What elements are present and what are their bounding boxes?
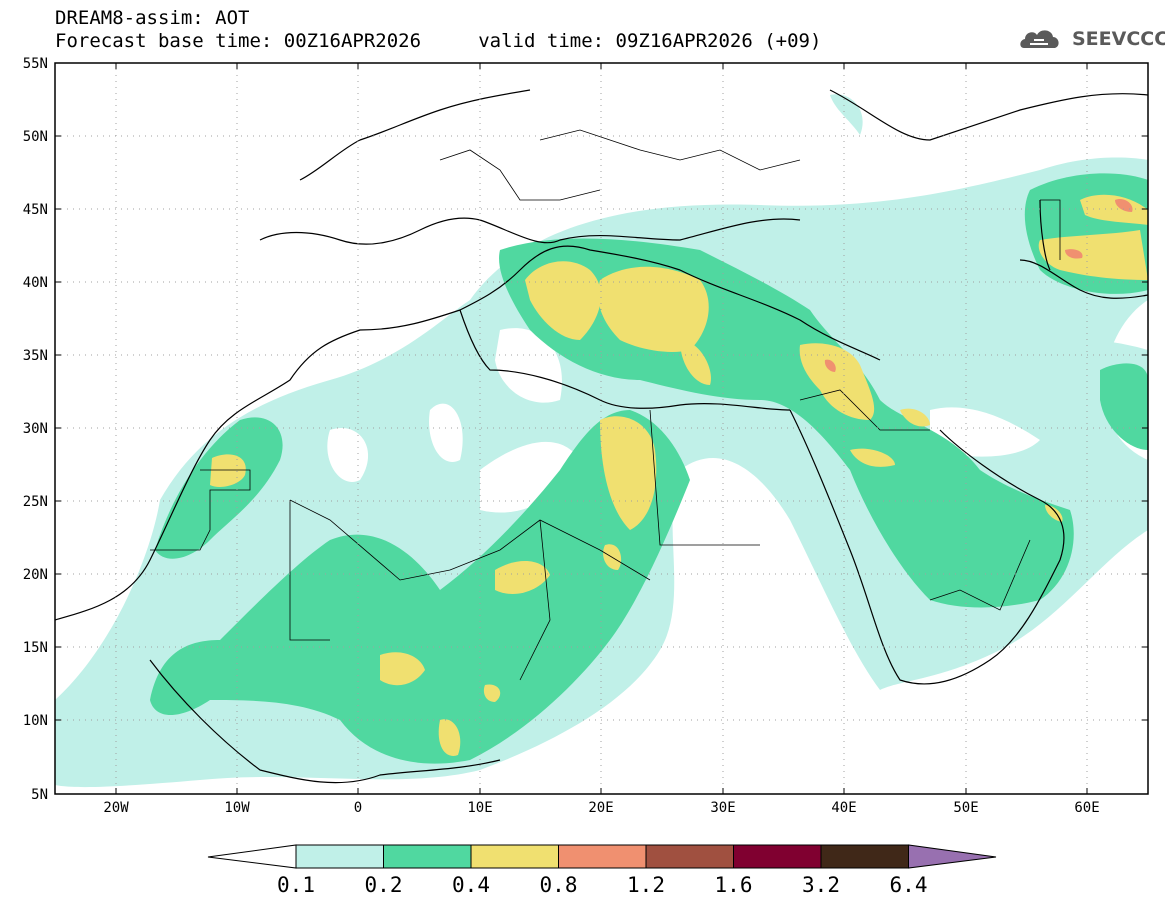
colorbar: 0.1 0.2 0.4 0.8 1.2 1.6 3.2 6.4 <box>207 844 997 897</box>
logo-text: SEEVCCC <box>1072 28 1165 50</box>
lon-label-10e: 10E <box>467 800 492 816</box>
lon-label-0: 0 <box>354 800 362 816</box>
colorbar-swatch-4 <box>558 844 647 869</box>
lat-label-20n: 20N <box>23 567 48 583</box>
colorbar-label-0.2: 0.2 <box>365 873 403 897</box>
colorbar-label-6.4: 6.4 <box>890 873 928 897</box>
aot-fields <box>55 94 1148 788</box>
colorbar-swatch-7 <box>820 844 909 869</box>
grid <box>55 63 1148 794</box>
lon-label-20e: 20E <box>588 800 613 816</box>
lon-label-40e: 40E <box>831 800 856 816</box>
longitude-labels: 20W 10W 0 10E 20E 30E 40E 50E 60E <box>103 800 1099 816</box>
lat-label-50n: 50N <box>23 129 48 145</box>
colorbar-label-0.4: 0.4 <box>452 873 490 897</box>
lat-label-15n: 15N <box>23 640 48 656</box>
coastlines <box>55 89 1148 784</box>
colorbar-swatch-5 <box>645 844 734 869</box>
aot-level-0.8 <box>824 199 1133 372</box>
colorbar-label-1.2: 1.2 <box>627 873 665 897</box>
lon-label-30e: 30E <box>710 800 735 816</box>
lat-label-45n: 45N <box>23 202 48 218</box>
lat-label-35n: 35N <box>23 348 48 364</box>
ticks <box>55 62 1148 794</box>
lat-label-5n: 5N <box>31 787 48 803</box>
lon-label-10w: 10W <box>224 800 250 816</box>
colorbar-label-0.1: 0.1 <box>277 873 315 897</box>
lat-label-55n: 55N <box>23 56 48 72</box>
colorbar-swatch-above <box>908 844 997 869</box>
colorbar-swatch-6 <box>733 844 822 869</box>
colorbar-label-1.6: 1.6 <box>715 873 753 897</box>
aot-level-0.4 <box>210 194 1148 756</box>
borders <box>150 129 1061 681</box>
lat-label-40n: 40N <box>23 275 48 291</box>
chart-title: DREAM8-assim: AOT <box>55 7 250 29</box>
colorbar-label-3.2: 3.2 <box>802 873 840 897</box>
lat-label-10n: 10N <box>23 713 48 729</box>
lon-label-50e: 50E <box>953 800 978 816</box>
aot-clear-areas <box>327 328 1040 533</box>
colorbar-swatch-3 <box>470 844 559 869</box>
chart-subtitle: Forecast base time: 00Z16APR2026 valid t… <box>55 30 822 52</box>
lat-label-25n: 25N <box>23 494 48 510</box>
colorbar-swatch-below <box>207 844 297 869</box>
cloud-logo-icon <box>1020 30 1059 48</box>
colorbar-swatch-2 <box>383 844 472 869</box>
colorbar-label-0.8: 0.8 <box>540 873 578 897</box>
lon-label-20w: 20W <box>103 800 129 816</box>
lon-label-60e: 60E <box>1074 800 1099 816</box>
latitude-labels: 5N 10N 15N 20N 25N 30N 35N 40N 45N 50N 5… <box>23 56 48 803</box>
colorbar-swatch-1 <box>295 844 384 869</box>
lat-label-30n: 30N <box>23 421 48 437</box>
